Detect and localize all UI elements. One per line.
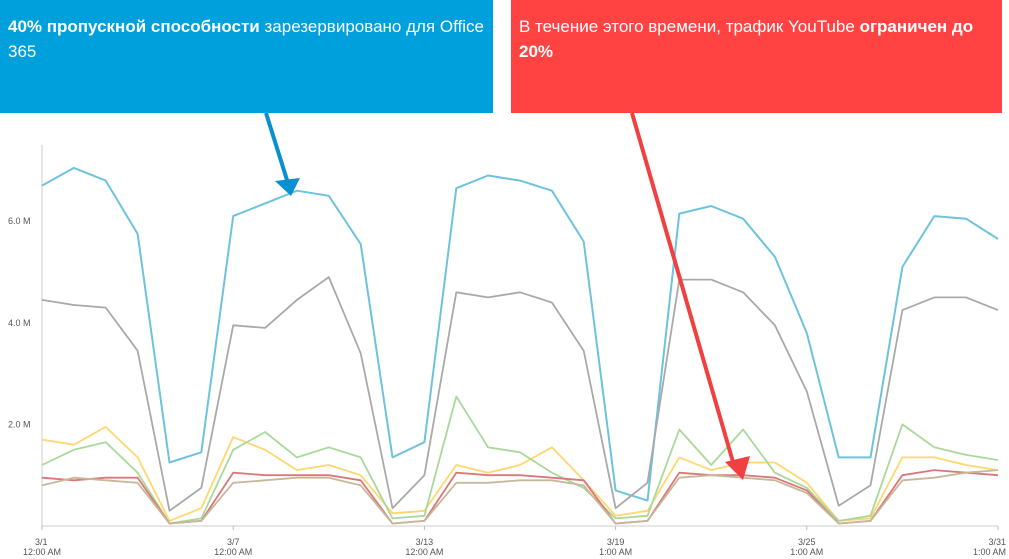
x-tick-date: 3/13 bbox=[416, 537, 434, 547]
x-tick-date: 3/25 bbox=[798, 537, 816, 547]
callout-blue-text: зарезервировано для Office 365 bbox=[8, 17, 484, 61]
callout-youtube-limited: В течение этого времени, трафик YouTube … bbox=[511, 0, 1002, 113]
callout-red-text: В течение этого времени, трафик YouTube bbox=[519, 17, 860, 36]
x-tick-date: 3/19 bbox=[607, 537, 625, 547]
x-tick-time: 1:00 AM bbox=[599, 547, 632, 557]
y-tick-label: 4.0 M bbox=[8, 318, 31, 328]
x-tick-date: 3/1 bbox=[35, 537, 48, 547]
y-tick-label: 2.0 M bbox=[8, 419, 31, 429]
y-axis-ticks: 6.0 M 4.0 M 2.0 M bbox=[8, 216, 31, 429]
x-tick-time: 1:00 AM bbox=[973, 547, 1006, 557]
red-arrow-head bbox=[725, 456, 750, 480]
callout-red-bold: ограничен до 20% bbox=[519, 17, 974, 61]
x-tick-time: 12:00 AM bbox=[214, 547, 252, 557]
red-arrow-shaft bbox=[630, 112, 735, 463]
x-tick-date: 3/31 bbox=[988, 537, 1006, 547]
series-lines bbox=[41, 166, 999, 525]
callout-bandwidth-reserved: 40% пропускной способности зарезервирова… bbox=[0, 0, 493, 113]
x-tick-time: 12:00 AM bbox=[405, 547, 443, 557]
series-line-6 bbox=[41, 469, 999, 525]
x-tick-time: 1:00 AM bbox=[790, 547, 823, 557]
y-tick-label: 6.0 M bbox=[8, 216, 31, 226]
series-line-1 bbox=[41, 166, 999, 502]
blue-arrow-shaft bbox=[264, 112, 289, 181]
callout-blue-bold: 40% пропускной способности bbox=[8, 17, 260, 36]
x-tick-time: 12:00 AM bbox=[23, 547, 61, 557]
series-line-3 bbox=[41, 425, 999, 522]
annotation-arrows bbox=[264, 112, 750, 480]
series-line-2 bbox=[41, 276, 999, 512]
series-line-4 bbox=[41, 395, 999, 525]
x-tick-date: 3/7 bbox=[227, 537, 240, 547]
blue-arrow-head bbox=[275, 178, 300, 196]
